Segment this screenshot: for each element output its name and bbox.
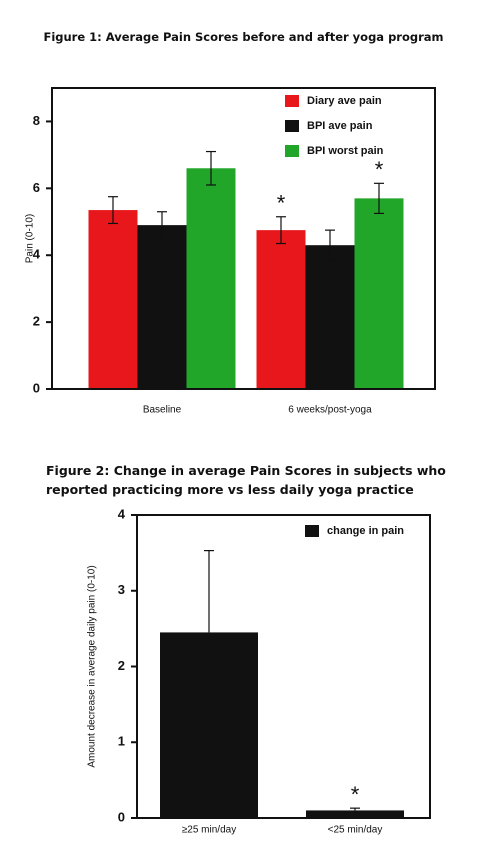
annotation: * (375, 157, 384, 182)
legend-label: BPI ave pain (307, 120, 373, 132)
legend-swatch (305, 525, 319, 537)
y-tick-label: 6 (33, 180, 40, 195)
error-bar (325, 229, 335, 261)
error-bar (108, 196, 118, 225)
error-bar (206, 150, 216, 186)
y-tick-label: 0 (118, 809, 125, 824)
bar (186, 168, 236, 389)
x-tick-label: ≥25 min/day (182, 825, 236, 836)
y-axis-label: Amount decrease in average daily pain (0… (87, 565, 98, 767)
chart-title: Figure 1: Average Pain Scores before and… (43, 30, 444, 44)
x-tick-label: <25 min/day (328, 825, 383, 836)
x-tick-label: 6 weeks/post-yoga (288, 405, 372, 416)
annotation: * (277, 191, 286, 216)
bar (305, 245, 355, 389)
error-bar (204, 550, 214, 633)
y-tick-label: 4 (33, 247, 41, 262)
legend-label: change in pain (327, 525, 404, 537)
legend-label: BPI worst pain (307, 145, 384, 157)
chart-title: Figure 2: Change in average Pain Scores … (46, 463, 446, 497)
legend-label: Diary ave pain (307, 95, 382, 107)
error-bar (157, 211, 167, 240)
legend-swatch (285, 95, 299, 107)
y-tick-label: 2 (118, 658, 125, 673)
y-tick-label: 3 (118, 582, 125, 597)
annotation: * (351, 782, 360, 807)
y-tick-label: 0 (33, 380, 40, 395)
legend-swatch (285, 120, 299, 132)
bar (160, 632, 258, 818)
error-bar (374, 182, 384, 215)
bar (137, 225, 187, 389)
bar (354, 198, 404, 389)
bar (256, 230, 306, 389)
y-tick-label: 2 (33, 314, 40, 329)
plot-frame (136, 514, 431, 819)
plot-frame (51, 87, 436, 390)
y-tick-label: 8 (33, 113, 40, 128)
y-axis-label: Pain (0-10) (25, 214, 36, 263)
error-bar (350, 807, 360, 811)
error-bar (276, 216, 286, 245)
bar (88, 210, 138, 389)
legend-swatch (285, 145, 299, 157)
bar (306, 810, 404, 818)
y-tick-label: 1 (118, 734, 125, 749)
x-tick-label: Baseline (143, 405, 182, 416)
y-tick-label: 4 (118, 506, 126, 521)
